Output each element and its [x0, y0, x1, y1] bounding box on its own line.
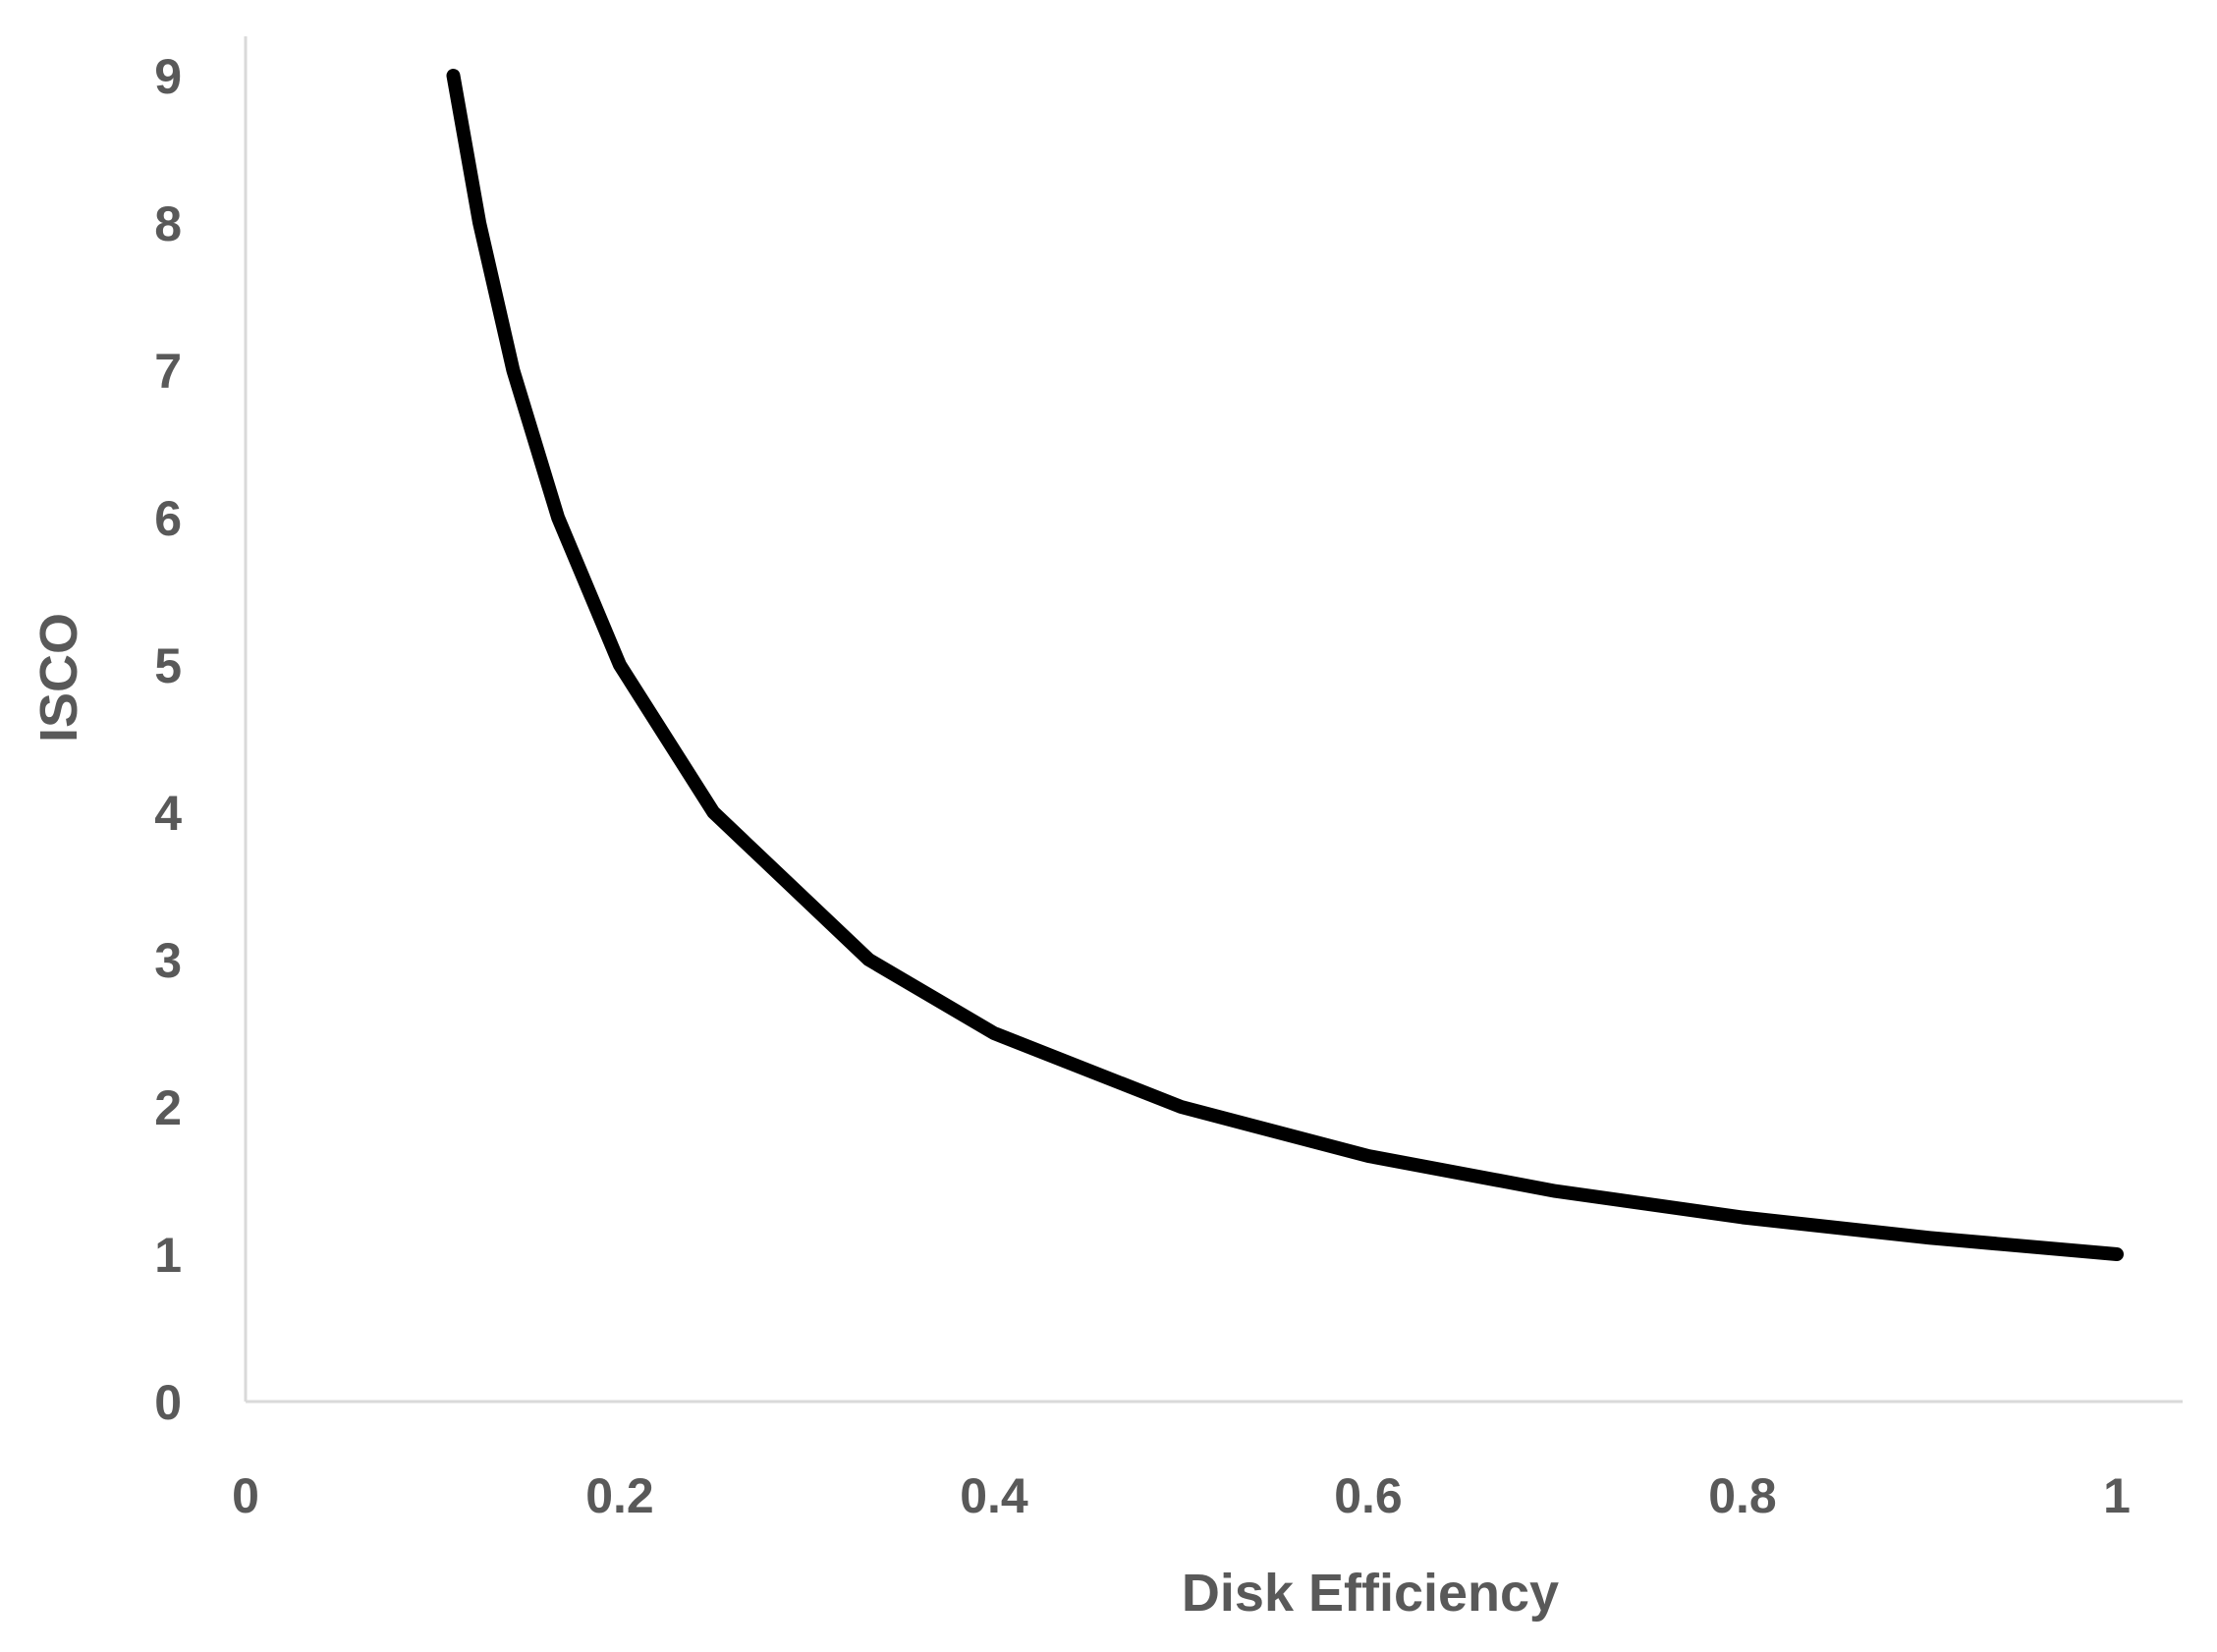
y-tick-label: 1: [154, 1228, 182, 1283]
y-tick-label: 4: [154, 786, 182, 841]
y-axis-title: ISCO: [29, 613, 88, 743]
y-tick-label: 3: [154, 933, 182, 988]
y-tick-label: 6: [154, 491, 182, 546]
y-tick-label: 0: [154, 1375, 182, 1430]
y-tick-label: 2: [154, 1080, 182, 1135]
y-tick-label: 5: [154, 638, 182, 693]
x-tick-label: 1: [2103, 1468, 2131, 1523]
x-tick-label: 0.4: [960, 1468, 1028, 1523]
x-tick-labels: 0 0.2 0.4 0.6 0.8 1: [232, 1468, 2131, 1523]
x-tick-label: 0.6: [1334, 1468, 1403, 1523]
y-tick-label: 7: [154, 344, 182, 399]
y-tick-label: 8: [154, 196, 182, 251]
x-tick-label: 0.2: [585, 1468, 654, 1523]
x-tick-label: 0.8: [1708, 1468, 1777, 1523]
y-tick-label: 9: [154, 49, 182, 104]
x-tick-label: 0: [232, 1468, 259, 1523]
x-axis-title: Disk Efficiency: [1182, 1564, 1559, 1623]
y-tick-labels: 0 1 2 3 4 5 6 7 8 9: [154, 49, 182, 1430]
series-line: [446, 69, 2124, 1261]
